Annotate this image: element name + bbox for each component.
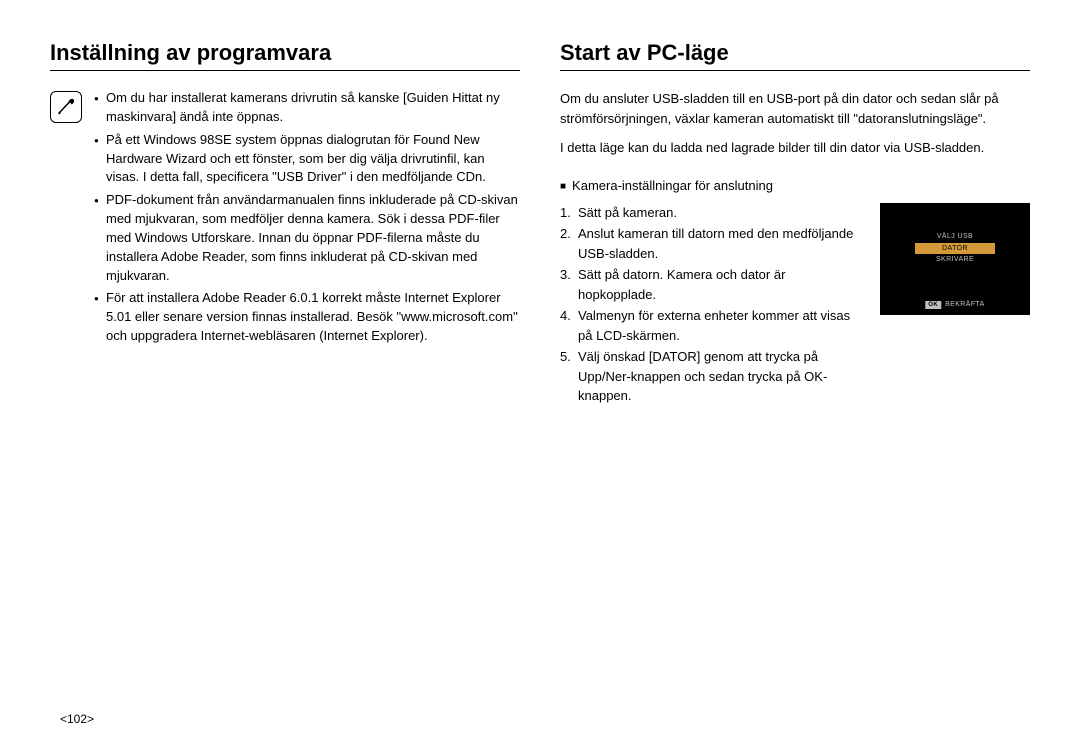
- intro-paragraph-2: I detta läge kan du ladda ned lagrade bi…: [560, 138, 1030, 158]
- step-item: Valmenyn för externa enheter kommer att …: [560, 306, 864, 345]
- page-number: <102>: [60, 712, 94, 726]
- note-bullets: Om du har installerat kamerans drivrutin…: [94, 89, 520, 350]
- lcd-footer: OK BEKRÄFTA: [925, 301, 984, 309]
- steps-list: Sätt på kameran. Anslut kameran till dat…: [560, 203, 864, 408]
- lcd-option: SKRIVARE: [915, 254, 995, 265]
- intro-paragraph-1: Om du ansluter USB-sladden till en USB-p…: [560, 89, 1030, 128]
- lcd-preview: VÄLJ USB DATOR SKRIVARE OK BEKRÄFTA: [880, 203, 1030, 315]
- right-title: Start av PC-läge: [560, 40, 1030, 71]
- bullet-item: För att installera Adobe Reader 6.0.1 ko…: [94, 289, 520, 346]
- step-item: Anslut kameran till datorn med den medfö…: [560, 224, 864, 263]
- bullet-item: Om du har installerat kamerans drivrutin…: [94, 89, 520, 127]
- bullet-item: PDF-dokument från användarmanualen finns…: [94, 191, 520, 285]
- lcd-confirm-label: BEKRÄFTA: [945, 301, 985, 308]
- note-icon: [50, 91, 82, 123]
- lcd-menu-title: VÄLJ USB: [915, 233, 995, 240]
- right-column: Start av PC-läge Om du ansluter USB-slad…: [560, 40, 1030, 408]
- subheading: Kamera-inställningar för anslutning: [560, 178, 1030, 193]
- bullet-item: På ett Windows 98SE system öppnas dialog…: [94, 131, 520, 188]
- left-title: Inställning av programvara: [50, 40, 520, 71]
- step-item: Sätt på datorn. Kamera och dator är hopk…: [560, 265, 864, 304]
- step-item: Välj önskad [DATOR] genom att trycka på …: [560, 347, 864, 406]
- left-column: Inställning av programvara Om du har ins…: [50, 40, 520, 408]
- lcd-option-selected: DATOR: [915, 243, 995, 254]
- ok-badge: OK: [925, 301, 941, 309]
- note-block: Om du har installerat kamerans drivrutin…: [50, 89, 520, 350]
- step-item: Sätt på kameran.: [560, 203, 864, 223]
